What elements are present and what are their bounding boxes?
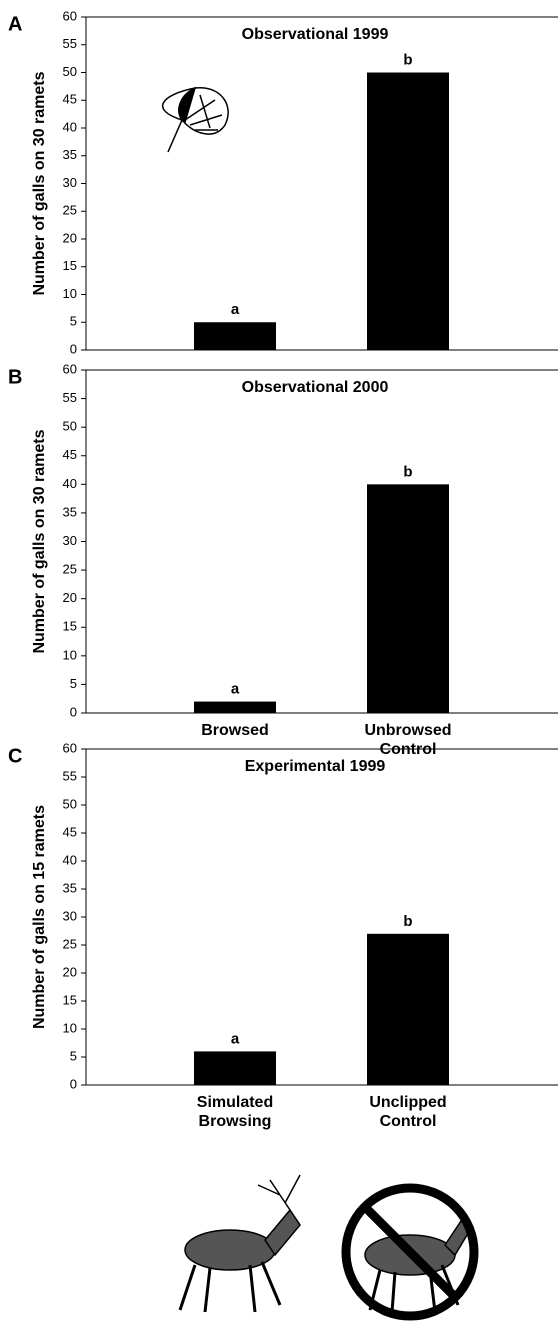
chart-title: Observational 1999 [242, 26, 389, 43]
chart-title: Observational 2000 [242, 379, 389, 396]
panel-letter: A [8, 13, 22, 35]
y-tick-label: 15 [63, 619, 77, 634]
y-tick-label: 10 [63, 1020, 77, 1035]
y-tick-label: 20 [63, 230, 77, 245]
bar-label: a [231, 301, 240, 318]
y-tick-label: 0 [70, 704, 77, 719]
bar [367, 484, 449, 713]
bar-label: a [231, 681, 240, 698]
leaf-icon [163, 88, 228, 152]
y-tick-label: 45 [63, 447, 77, 462]
panel-letter: C [8, 745, 22, 767]
figure: A Observational 1999 Number of galls on 30… [0, 0, 558, 1332]
y-tick-label: 50 [63, 64, 77, 79]
y-tick-label: 55 [63, 768, 77, 783]
y-tick-label: 35 [63, 880, 77, 895]
bar [367, 934, 449, 1085]
y-tick-label: 15 [63, 992, 77, 1007]
y-tick-label: 15 [63, 258, 77, 273]
y-tick-label: 40 [63, 476, 77, 491]
bar [194, 322, 276, 350]
y-tick-label: 10 [63, 286, 77, 301]
y-tick-label: 0 [70, 1076, 77, 1091]
y-tick-label: 30 [63, 533, 77, 548]
x-tick-label: Unclipped Control [348, 1093, 468, 1131]
y-tick-label: 25 [63, 936, 77, 951]
chart-title: Experimental 1999 [245, 758, 386, 775]
y-tick-label: 20 [63, 964, 77, 979]
y-tick-label: 60 [63, 361, 77, 376]
y-tick-label: 60 [63, 8, 77, 23]
y-tick-label: 30 [63, 908, 77, 923]
y-tick-label: 35 [63, 147, 77, 162]
y-tick-label: 0 [70, 341, 77, 356]
x-tick-label: Simulated Browsing [175, 1093, 295, 1131]
bar-label: b [403, 913, 412, 930]
y-tick-label: 60 [63, 740, 77, 755]
y-tick-label: 10 [63, 647, 77, 662]
bar-label: a [231, 1030, 240, 1047]
y-tick-label: 45 [63, 92, 77, 107]
bar [194, 702, 276, 713]
y-tick-label: 55 [63, 36, 77, 51]
x-tick-label: Unbrowsed Control [348, 721, 468, 759]
y-tick-label: 25 [63, 562, 77, 577]
bar [194, 1051, 276, 1085]
bar-label: b [403, 463, 412, 480]
y-axis-label: Number of galls on 30 ramets [31, 429, 48, 653]
no-elk-icon [346, 1188, 474, 1316]
y-tick-label: 50 [63, 796, 77, 811]
elk-icon [180, 1175, 300, 1312]
panel-letter: B [8, 366, 22, 388]
y-tick-label: 5 [70, 314, 77, 329]
y-tick-label: 55 [63, 390, 77, 405]
bar-label: b [403, 51, 412, 68]
y-axis-label: Number of galls on 30 ramets [31, 71, 48, 295]
y-tick-label: 20 [63, 590, 77, 605]
chart: A Observational 1999 Number of galls on 30… [0, 0, 558, 1332]
y-tick-label: 50 [63, 419, 77, 434]
y-axis-label: Number of galls on 15 ramets [31, 805, 48, 1029]
y-tick-label: 45 [63, 824, 77, 839]
y-tick-label: 40 [63, 119, 77, 134]
y-tick-label: 5 [70, 1048, 77, 1063]
bar [367, 73, 449, 351]
y-tick-label: 35 [63, 504, 77, 519]
y-tick-label: 40 [63, 852, 77, 867]
y-tick-label: 5 [70, 676, 77, 691]
x-tick-label: Browsed [175, 721, 295, 740]
y-tick-label: 25 [63, 203, 77, 218]
y-tick-label: 30 [63, 175, 77, 190]
